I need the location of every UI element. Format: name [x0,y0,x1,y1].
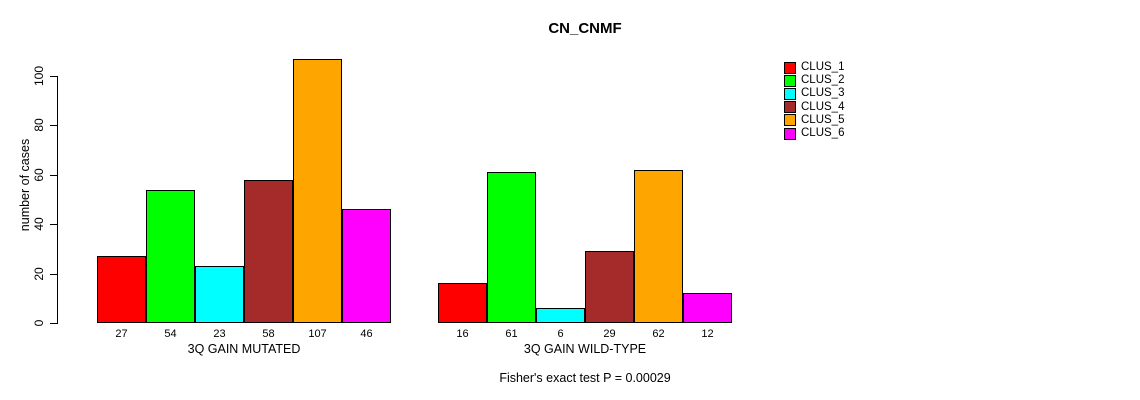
bar-value-CLUS_3-group2: 6 [557,328,564,340]
y-tick-label-0: 0 [32,319,46,327]
bar-value-CLUS_6-group2: 12 [701,328,714,340]
legend-swatch-icon [784,114,796,127]
bar-CLUS_1-group2 [438,283,487,323]
y-tick-label-20: 20 [32,266,46,281]
bar-value-CLUS_2-group1: 54 [164,328,177,340]
bar-value-CLUS_1-group1: 27 [115,328,128,340]
legend-label: CLUS_1 [801,61,845,74]
y-tick-mark-0 [50,323,57,324]
bar-value-CLUS_6-group1: 46 [360,328,373,340]
bar-CLUS_5-group1 [293,58,342,323]
bar-CLUS_1-group1 [97,256,146,323]
legend-swatch-icon [784,61,796,74]
group-label-2: 3Q GAIN WILD-TYPE [523,342,647,356]
group-label-1: 3Q GAIN MUTATED [187,342,301,356]
y-axis-label: number of cases [18,138,32,232]
y-tick-label-40: 40 [32,217,46,231]
legend-label: CLUS_4 [801,100,845,113]
y-axis-line [57,76,58,324]
bar-CLUS_2-group2 [487,172,536,323]
y-tick-label-60: 60 [32,168,46,182]
bar-CLUS_6-group2 [683,293,732,323]
legend-label: CLUS_3 [801,87,845,100]
y-tick-label-100: 100 [32,65,46,87]
y-tick-mark-20 [50,273,57,275]
y-tick-mark-60 [50,174,57,176]
bar-CLUS_5-group2 [634,169,683,323]
bar-value-CLUS_2-group2: 61 [505,328,518,340]
legend-swatch-icon [784,127,796,140]
bar-CLUS_2-group1 [146,189,195,323]
y-tick-label-80: 80 [32,118,46,133]
bar-value-CLUS_3-group1: 23 [213,328,226,340]
bar-CLUS_3-group2 [536,308,585,323]
bar-value-CLUS_4-group1: 58 [262,328,275,340]
y-tick-mark-40 [50,224,57,226]
legend-row-CLUS_1: CLUS_1 [784,61,844,74]
bar-CLUS_6-group1 [342,209,391,323]
legend-label: CLUS_5 [801,113,845,126]
bar-CLUS_4-group1 [244,179,293,323]
legend-swatch-icon [784,87,796,100]
legend-row-CLUS_6: CLUS_6 [784,127,844,140]
legend-row-CLUS_2: CLUS_2 [784,74,844,87]
bar-value-CLUS_4-group2: 29 [603,328,616,340]
y-tick-mark-80 [50,125,57,127]
legend-row-CLUS_4: CLUS_4 [784,101,844,114]
y-tick-mark-100 [50,76,57,77]
legend-row-CLUS_5: CLUS_5 [784,114,844,127]
bar-value-CLUS_1-group2: 16 [456,328,469,340]
legend-swatch-icon [784,101,796,114]
chart-title: CN_CNMF [548,20,622,37]
bar-CLUS_3-group1 [195,266,244,323]
legend-row-CLUS_3: CLUS_3 [784,87,844,100]
fisher-test-note: Fisher's exact test P = 0.00029 [499,371,671,385]
legend-label: CLUS_2 [801,74,845,87]
bar-value-CLUS_5-group1: 107 [308,328,327,340]
legend-swatch-icon [784,74,796,87]
legend: CLUS_1 CLUS_2 CLUS_3 CLUS_4 CLUS_5 CLUS_6 [784,61,844,140]
bar-value-CLUS_5-group2: 62 [652,328,665,340]
legend-label: CLUS_6 [801,127,845,140]
bar-CLUS_4-group2 [585,251,634,323]
